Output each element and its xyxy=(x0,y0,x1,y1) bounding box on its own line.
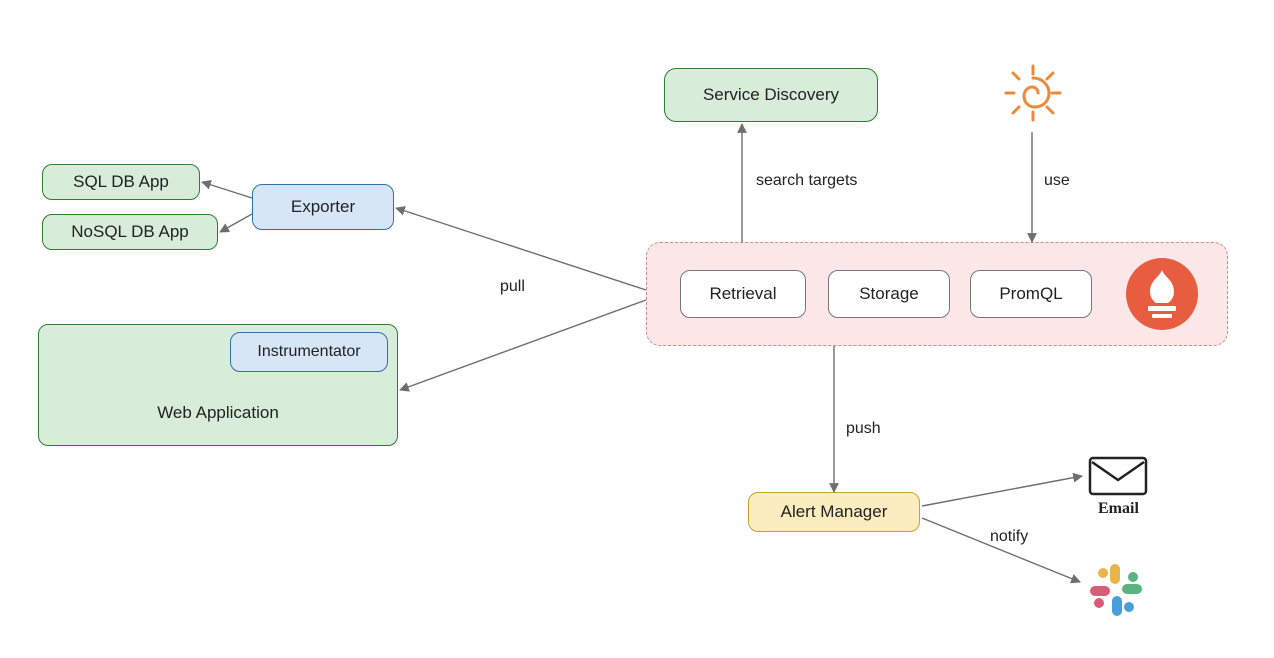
node-nosql-db-app: NoSQL DB App xyxy=(42,214,218,250)
node-label: NoSQL DB App xyxy=(71,222,189,242)
node-label: Exporter xyxy=(291,197,355,217)
node-retrieval: Retrieval xyxy=(680,270,806,318)
edge-label-notify: notify xyxy=(990,528,1028,546)
node-promql: PromQL xyxy=(970,270,1092,318)
edge-alert-to-email xyxy=(922,476,1082,506)
node-label: Retrieval xyxy=(709,284,776,304)
node-label: Service Discovery xyxy=(703,85,839,105)
edge-pull-to-webapp xyxy=(400,300,646,390)
slack-icon xyxy=(1086,560,1146,620)
node-label: PromQL xyxy=(999,284,1062,304)
edge-label-use: use xyxy=(1044,172,1070,190)
node-label: Storage xyxy=(859,284,919,304)
node-instrumentator: Instrumentator xyxy=(230,332,388,372)
edge-label-push: push xyxy=(846,420,881,438)
node-label: Instrumentator xyxy=(257,343,360,361)
edge-label-search-targets: search targets xyxy=(756,172,857,190)
email-label: Email xyxy=(1098,500,1139,518)
edge-exporter-to-nosql xyxy=(220,214,252,232)
node-sql-db-app: SQL DB App xyxy=(42,164,200,200)
edge-label-pull: pull xyxy=(500,278,525,296)
edge-exporter-to-sql xyxy=(202,182,252,198)
node-label: SQL DB App xyxy=(73,172,169,192)
diagram-canvas: { "diagram": { "type": "flowchart", "wid… xyxy=(0,0,1274,658)
prometheus-icon xyxy=(1124,256,1200,332)
node-storage: Storage xyxy=(828,270,950,318)
email-icon xyxy=(1088,456,1148,496)
node-alert-manager: Alert Manager xyxy=(748,492,920,532)
node-exporter: Exporter xyxy=(252,184,394,230)
node-label: Web Application xyxy=(157,403,279,423)
node-label: Alert Manager xyxy=(781,502,888,522)
grafana-icon xyxy=(1000,60,1066,126)
node-service-discovery: Service Discovery xyxy=(664,68,878,122)
